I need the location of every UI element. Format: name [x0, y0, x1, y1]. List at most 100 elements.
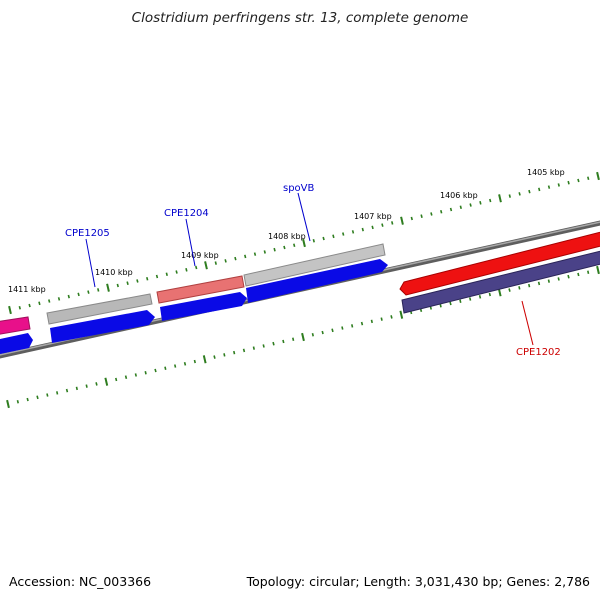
inner-scale-tick — [56, 391, 59, 395]
inner-scale-tick — [95, 382, 98, 386]
inner-scale-tick — [311, 333, 314, 337]
outer-scale-tick — [97, 288, 100, 292]
outer-scale-tick — [116, 283, 119, 288]
outer-scale-tick — [126, 281, 129, 285]
inner-scale-tick — [528, 283, 531, 288]
outer-scale-tick — [596, 171, 600, 181]
outer-scale-tick — [244, 254, 247, 259]
tick-label-1408: 1408 kbp — [268, 232, 306, 241]
inner-scale-tick — [478, 295, 482, 299]
inner-scale-tick — [193, 359, 196, 364]
inner-scale-tick — [518, 286, 521, 290]
outer-scale-tick — [155, 274, 159, 279]
outer-scale-tick — [293, 243, 296, 247]
inner-tick-track — [6, 265, 600, 409]
outer-scale-tick — [577, 178, 580, 183]
inner-scale-tick — [242, 348, 246, 353]
outer-scale-tick — [547, 185, 551, 189]
inner-scale-tick — [262, 344, 265, 348]
outer-scale-tick — [479, 201, 482, 205]
gene-bar-pink — [0, 316, 31, 335]
inner-scale-tick — [351, 324, 354, 328]
outer-scale-tick — [430, 212, 433, 216]
map-title: Clostridium perfringens str. 13, complet… — [131, 10, 469, 26]
inner-scale-tick — [596, 265, 600, 275]
cds-arrow-4 — [246, 259, 388, 303]
gene-bar-cpe1204 — [156, 275, 245, 304]
inner-scale-tick — [567, 274, 570, 279]
outer-tick-track — [8, 171, 600, 315]
outer-scale-tick — [77, 292, 80, 297]
cds-arrow-1 — [0, 333, 33, 354]
tick-label-1406: 1406 kbp — [440, 191, 478, 200]
inner-scale-tick — [36, 395, 39, 400]
outer-scale-tick — [253, 252, 257, 256]
outer-scale-tick — [8, 305, 12, 315]
outer-scale-tick — [440, 210, 443, 214]
inner-scale-tick — [104, 377, 109, 386]
inner-scale-tick — [429, 306, 432, 310]
inner-scale-tick — [85, 384, 88, 388]
gene-label-cpe1205: CPE1205 — [65, 228, 110, 239]
inner-scale-tick — [508, 288, 511, 292]
inner-scale-tick — [65, 388, 69, 393]
inner-scale-tick — [469, 297, 472, 301]
inner-scale-tick — [488, 292, 491, 297]
inner-scale-tick — [164, 366, 167, 370]
outer-scale-tick — [204, 261, 208, 270]
inner-scale-tick — [174, 364, 177, 368]
tick-label-1407: 1407 kbp — [354, 212, 392, 221]
inner-scale-tick — [115, 377, 118, 382]
outer-scale-tick — [371, 225, 374, 230]
outer-scale-tick — [518, 192, 521, 196]
outer-scale-tick — [498, 194, 502, 203]
outer-scale-tick — [351, 230, 355, 234]
outer-scale-tick — [165, 272, 168, 276]
gene-bar-cpe1202 — [401, 250, 600, 314]
tick-label-1411: 1411 kbp — [8, 285, 46, 294]
inner-scale-tick — [587, 270, 590, 274]
inner-scale-tick — [341, 326, 344, 330]
outer-scale-tick — [587, 176, 590, 180]
outer-scale-tick — [381, 223, 384, 227]
outer-scale-tick — [400, 216, 404, 225]
tick-label-1409: 1409 kbp — [181, 251, 219, 260]
cds-arrow-2 — [50, 310, 155, 343]
inner-scale-tick — [449, 301, 452, 306]
gene-label-cpe1204: CPE1204 — [164, 208, 209, 219]
outer-scale-tick — [410, 216, 413, 221]
outer-scale-tick — [185, 268, 188, 272]
outer-scale-tick — [322, 236, 325, 241]
spovb-callout — [297, 192, 311, 242]
genome-summary-text: Topology: circular; Length: 3,031,430 bp… — [246, 574, 590, 589]
inner-scale-tick — [223, 353, 226, 357]
inner-scale-tick — [46, 393, 49, 397]
cpe1205-callout — [85, 238, 96, 288]
inner-scale-tick — [75, 386, 78, 391]
inner-scale-tick — [390, 315, 393, 319]
gene-label-spovb: spoVB — [283, 183, 315, 194]
outer-scale-tick — [263, 250, 266, 254]
outer-scale-tick — [332, 234, 335, 239]
inner-scale-tick — [577, 272, 580, 277]
cpe1204-callout — [185, 218, 196, 267]
outer-scale-tick — [302, 238, 306, 248]
outer-scale-tick — [106, 283, 110, 292]
inner-scale-tick — [6, 399, 10, 409]
inner-scale-tick — [537, 281, 541, 286]
outer-scale-tick — [312, 239, 315, 243]
inner-scale-tick — [26, 397, 29, 402]
inner-scale-tick — [124, 375, 128, 379]
outer-scale-tick — [195, 265, 198, 270]
accession-text: Accession: NC_003366 — [9, 574, 152, 589]
inner-scale-tick — [547, 279, 550, 283]
outer-scale-tick — [18, 306, 21, 310]
inner-scale-tick — [459, 299, 462, 303]
inner-scale-tick — [183, 362, 187, 366]
outer-scale-tick — [136, 279, 139, 283]
outer-scale-tick — [538, 187, 541, 192]
outer-scale-tick — [283, 245, 286, 250]
outer-scale-tick — [508, 194, 511, 198]
inner-scale-tick — [16, 400, 19, 404]
outer-scale-tick — [567, 180, 570, 185]
